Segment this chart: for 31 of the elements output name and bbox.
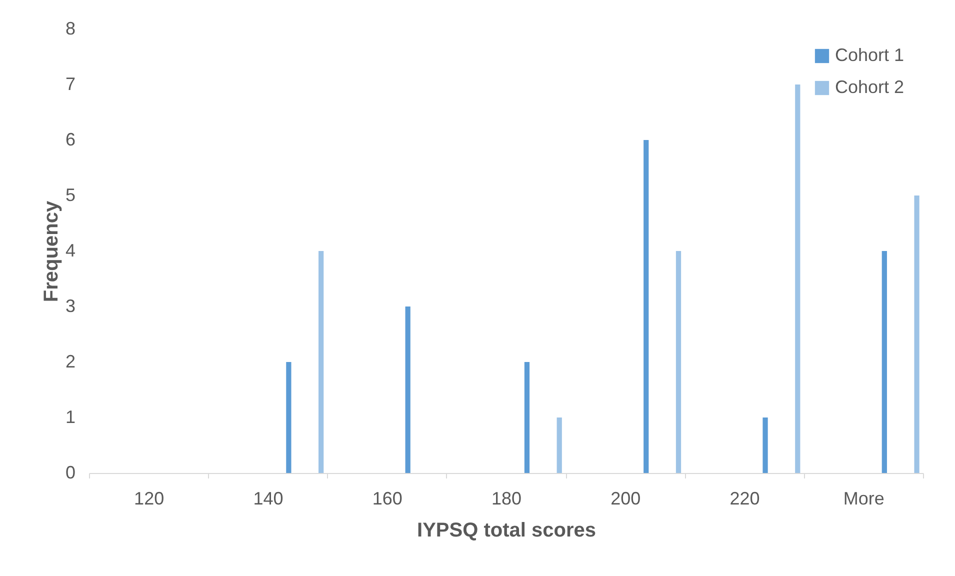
y-tick-label: 8: [65, 18, 76, 38]
legend-label: Cohort 1: [835, 45, 904, 65]
bar: [318, 251, 324, 473]
bar: [914, 196, 920, 473]
y-tick-label: 3: [65, 296, 76, 316]
y-tick-label: 4: [65, 240, 76, 260]
x-axis-title: IYPSQ total scores: [417, 520, 596, 542]
bar: [405, 306, 410, 473]
x-tick-label: 200: [610, 488, 641, 508]
bar: [762, 418, 768, 473]
x-tick-label: 180: [491, 488, 522, 508]
bar: [882, 251, 887, 473]
legend-label: Cohort 2: [835, 77, 904, 97]
x-tick-label: More: [843, 488, 884, 508]
x-tick-label: 160: [372, 488, 402, 508]
y-tick-label: 6: [65, 130, 76, 150]
bar: [286, 362, 292, 473]
x-tick-label: 120: [134, 488, 164, 508]
y-tick-label: 0: [65, 462, 76, 482]
y-tick-label: 2: [65, 352, 76, 372]
bar: [795, 84, 800, 473]
y-tick-label: 5: [65, 185, 76, 205]
bar: [556, 418, 562, 473]
bar: [676, 251, 682, 473]
y-tick-label: 7: [65, 74, 76, 94]
bar: [644, 140, 649, 473]
y-tick-label: 1: [65, 407, 76, 427]
x-tick-label: 220: [730, 488, 760, 508]
bar: [524, 362, 530, 473]
y-axis-title: Frequency: [40, 200, 62, 302]
x-tick-label: 140: [253, 488, 284, 508]
